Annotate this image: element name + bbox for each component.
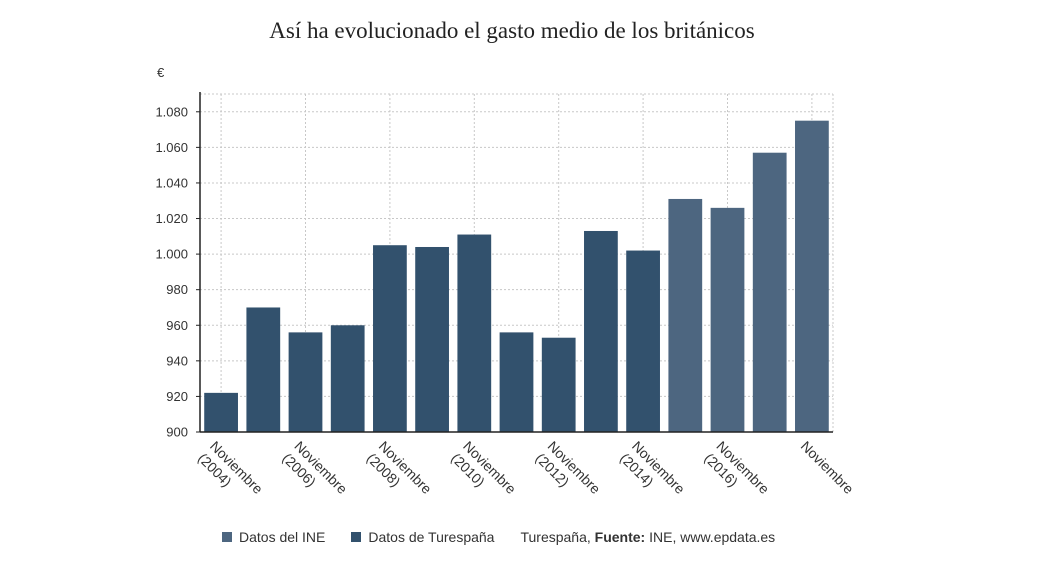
legend-swatch-ine	[222, 532, 232, 542]
bar	[373, 245, 407, 432]
x-tick-label: Noviembre(2014)	[617, 438, 688, 509]
x-tick-label: Noviembre(2008)	[364, 438, 435, 509]
y-unit-label: €	[157, 65, 165, 80]
y-tick-label: 1.040	[155, 175, 188, 190]
x-tick-label: Noviembre(2016)	[701, 438, 772, 509]
y-tick-label: 1.020	[155, 211, 188, 226]
y-tick-label: 900	[166, 425, 188, 440]
x-tick-label: Noviembre(2010)	[448, 438, 519, 509]
y-tick-label: 940	[166, 353, 188, 368]
bar	[457, 234, 492, 432]
y-tick-label: 1.000	[155, 247, 188, 262]
bar	[668, 198, 703, 432]
x-tick-label: Noviembre	[798, 438, 857, 497]
source-credit: Turespaña, Fuente: INE, www.epdata.es	[520, 529, 775, 545]
source-prefix: Turespaña,	[520, 529, 595, 545]
legend: Datos del INE Datos de Turespaña Turespa…	[222, 529, 775, 545]
bar	[795, 120, 829, 433]
y-tick-label: 1.060	[155, 140, 188, 155]
bar	[626, 250, 660, 432]
bar	[499, 332, 534, 432]
x-tick-label: Noviembre(2004)	[195, 438, 266, 509]
x-tick-label-line: Noviembre	[798, 438, 857, 497]
labels: 900 920 940 960 980 1.000 1.020 1.040 1.060 1.080…	[155, 65, 857, 509]
x-tick-label: Noviembre(2006)	[279, 438, 350, 509]
axes	[196, 92, 833, 433]
bar	[288, 332, 323, 432]
bar	[204, 392, 238, 432]
legend-swatch-turespana	[351, 532, 362, 542]
bar	[415, 246, 449, 432]
legend-label-ine: Datos del INE	[239, 529, 326, 545]
bar	[246, 307, 281, 432]
chart-title: Así ha evolucionado el gasto medio de lo…	[269, 18, 755, 43]
bar	[710, 207, 745, 432]
source-bold: Fuente:	[594, 529, 646, 545]
bars	[204, 120, 829, 433]
y-tick-label: 1.080	[155, 104, 188, 119]
legend-item-ine[interactable]: Datos del INE	[222, 529, 325, 545]
bar	[330, 325, 365, 432]
y-tick-label: 920	[166, 389, 188, 404]
bar	[541, 337, 576, 432]
legend-label-turespana: Datos de Turespaña	[368, 529, 495, 545]
source-suffix: INE, www.epdata.es	[645, 529, 776, 545]
bar	[584, 230, 618, 432]
legend-item-turespana[interactable]: Datos de Turespaña	[351, 529, 494, 545]
bar	[752, 152, 787, 432]
x-tick-label: Noviembre(2012)	[533, 438, 604, 509]
y-tick-label: 960	[166, 318, 188, 333]
y-tick-label: 980	[166, 282, 188, 297]
